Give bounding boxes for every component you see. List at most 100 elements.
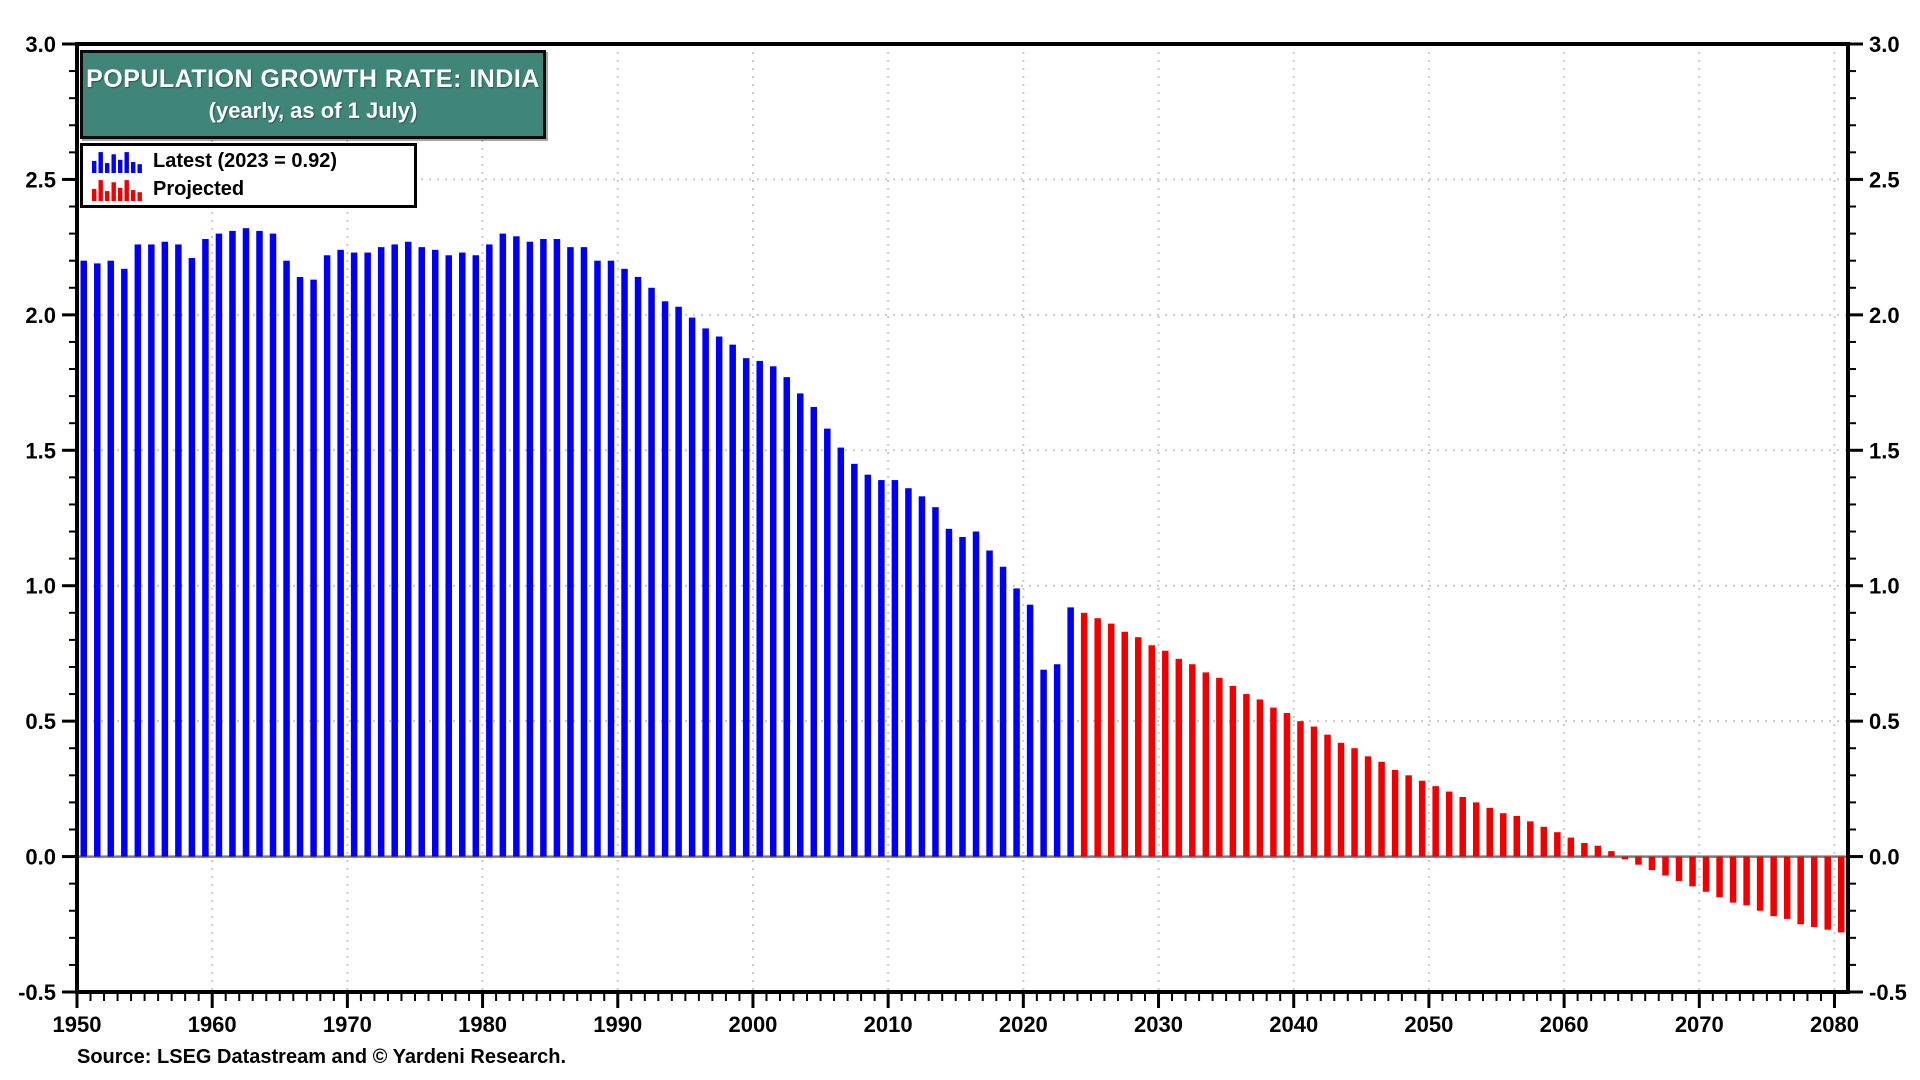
bar-2004 bbox=[810, 406, 818, 857]
bar-2037 bbox=[1256, 699, 1264, 857]
swatch-bar bbox=[137, 163, 142, 173]
chart-subtitle: (yearly, as of 1 July) bbox=[208, 98, 418, 123]
chart-title-box: POPULATION GROWTH RATE: INDIA (yearly, a… bbox=[80, 50, 546, 139]
bar-1984 bbox=[540, 239, 547, 857]
bar-1976 bbox=[432, 249, 439, 857]
x-axis-label: 1990 bbox=[593, 1012, 642, 1037]
swatch-bar bbox=[92, 188, 97, 201]
swatch-bar bbox=[111, 153, 116, 173]
bar-2072 bbox=[1729, 856, 1737, 903]
bar-2052 bbox=[1459, 796, 1466, 857]
x-axis-label: 2020 bbox=[999, 1012, 1048, 1037]
bar-2024 bbox=[1080, 612, 1088, 857]
bar-2039 bbox=[1283, 713, 1291, 857]
x-axis-label: 1980 bbox=[458, 1012, 507, 1037]
bar-2067 bbox=[1662, 856, 1669, 876]
x-axis-label: 2010 bbox=[864, 1012, 913, 1037]
swatch-bar bbox=[105, 162, 110, 173]
bar-2023 bbox=[1067, 607, 1074, 857]
bar-2080 bbox=[1837, 856, 1845, 933]
bars-latest bbox=[80, 228, 1074, 857]
bar-2068 bbox=[1675, 856, 1683, 881]
y-axis-label-left: 0.5 bbox=[25, 709, 56, 734]
bar-2014 bbox=[945, 528, 953, 857]
swatch-bar bbox=[124, 151, 129, 173]
bar-2017 bbox=[986, 550, 993, 857]
bar-2022 bbox=[1053, 664, 1061, 857]
swatch-bar bbox=[92, 160, 97, 173]
bar-2045 bbox=[1364, 756, 1372, 857]
swatch-bar bbox=[137, 191, 142, 201]
bar-1956 bbox=[161, 241, 169, 857]
bar-1955 bbox=[148, 244, 155, 857]
bar-2013 bbox=[932, 507, 939, 857]
bars-projected bbox=[1080, 612, 1845, 933]
bar-2040 bbox=[1297, 721, 1304, 857]
legend-item-projected: Projected bbox=[91, 176, 406, 203]
bar-1977 bbox=[445, 255, 453, 857]
bar-2042 bbox=[1324, 734, 1331, 857]
bar-2079 bbox=[1824, 856, 1831, 930]
bar-1960 bbox=[215, 233, 223, 857]
bar-1985 bbox=[553, 239, 561, 857]
bar-1991 bbox=[634, 276, 642, 857]
bar-1957 bbox=[175, 244, 182, 857]
bar-2031 bbox=[1175, 658, 1183, 857]
bar-2030 bbox=[1162, 650, 1169, 857]
bar-1970 bbox=[350, 252, 358, 857]
latest-series-swatch-icon bbox=[92, 151, 142, 173]
bar-2034 bbox=[1216, 677, 1223, 857]
bar-2077 bbox=[1797, 856, 1804, 925]
bar-2053 bbox=[1472, 802, 1480, 857]
bar-2078 bbox=[1810, 856, 1818, 927]
axis-ticks bbox=[62, 42, 1863, 1008]
y-axis-label-right: 1.5 bbox=[1869, 438, 1900, 463]
bar-2065 bbox=[1635, 856, 1642, 865]
y-axis-label-left: 2.0 bbox=[25, 303, 56, 328]
bar-1952 bbox=[107, 260, 115, 857]
bar-1971 bbox=[364, 252, 371, 857]
bar-1983 bbox=[526, 241, 534, 857]
y-axis-label-right: 0.0 bbox=[1869, 845, 1900, 870]
bar-1998 bbox=[729, 344, 736, 857]
bar-1989 bbox=[607, 260, 615, 857]
bar-1953 bbox=[121, 268, 128, 857]
bar-2003 bbox=[797, 393, 804, 857]
bar-1973 bbox=[391, 244, 398, 857]
legend: Latest (2023 = 0.92) Projected bbox=[80, 143, 417, 208]
swatch-bar bbox=[98, 179, 103, 201]
bar-2011 bbox=[905, 488, 912, 857]
swatch-bar bbox=[131, 189, 136, 201]
bar-2036 bbox=[1243, 694, 1250, 857]
y-axis-label-right: 1.0 bbox=[1869, 574, 1900, 599]
bar-2006 bbox=[837, 447, 845, 857]
axis-labels: 3.0 3.0 2.5 2.5 2.0 2.0 1.5 1.5 1.0 1.0 0.5 0.5 0.0 0… bbox=[18, 32, 1907, 1037]
bar-2041 bbox=[1310, 726, 1318, 857]
bar-2051 bbox=[1445, 791, 1453, 857]
x-axis-label: 2050 bbox=[1404, 1012, 1453, 1037]
x-axis-label: 2040 bbox=[1269, 1012, 1318, 1037]
x-axis-label: 2030 bbox=[1134, 1012, 1183, 1037]
y-axis-label-right: -0.5 bbox=[1869, 980, 1907, 1005]
y-axis-label-right: 0.5 bbox=[1869, 709, 1900, 734]
bar-1987 bbox=[580, 247, 588, 857]
bar-1969 bbox=[337, 249, 344, 857]
x-axis-label: 2080 bbox=[1810, 1012, 1859, 1037]
bar-2074 bbox=[1756, 856, 1764, 911]
bar-1958 bbox=[188, 257, 196, 857]
bar-2076 bbox=[1783, 856, 1791, 919]
x-axis-label: 1970 bbox=[323, 1012, 372, 1037]
bar-2057 bbox=[1527, 821, 1534, 857]
bar-1980 bbox=[486, 244, 493, 857]
bar-2056 bbox=[1513, 815, 1521, 857]
y-axis-label-right: 2.0 bbox=[1869, 303, 1900, 328]
bar-1951 bbox=[94, 263, 101, 857]
bar-2060 bbox=[1567, 837, 1575, 857]
y-axis-label-left: -0.5 bbox=[18, 980, 56, 1005]
bar-2071 bbox=[1716, 856, 1723, 898]
bar-2016 bbox=[972, 531, 980, 857]
bar-2043 bbox=[1337, 742, 1345, 857]
bar-1974 bbox=[404, 241, 412, 857]
